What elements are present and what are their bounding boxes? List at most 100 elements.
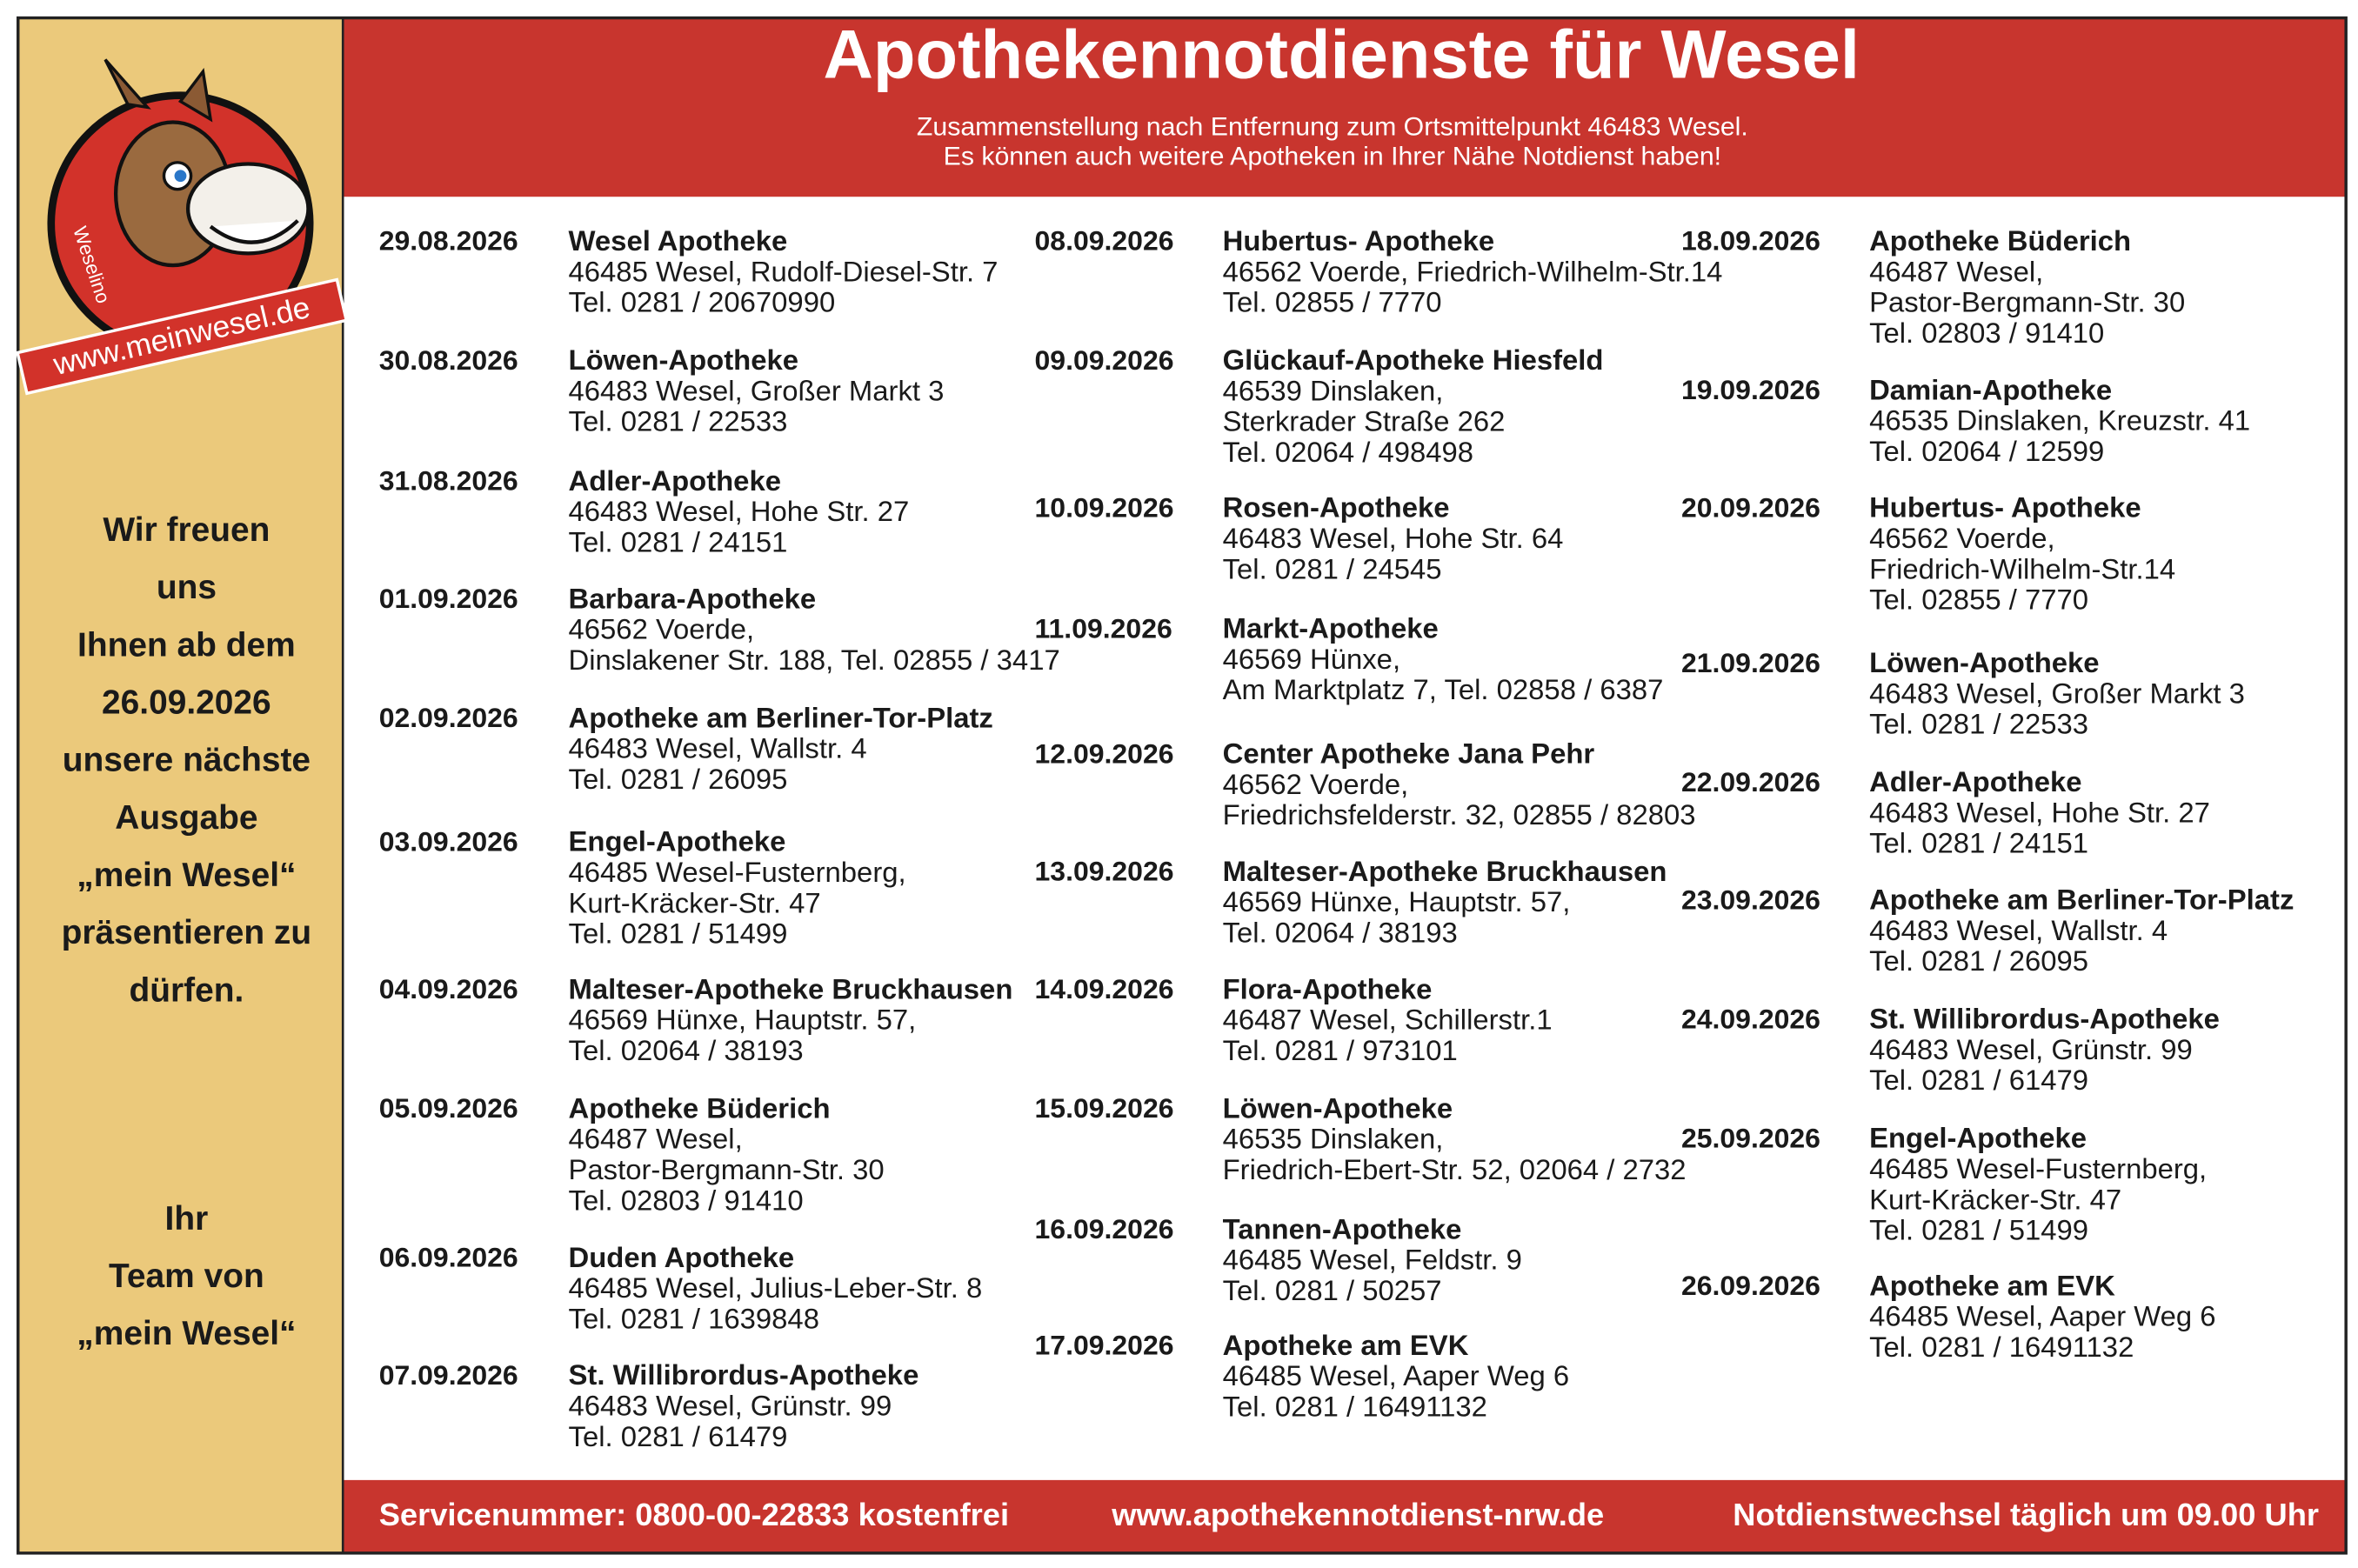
date: 19.09.2026 (1681, 374, 1820, 405)
address-line: Tel. 0281 / 50257 (1223, 1274, 1442, 1306)
address-line: Tel. 0281 / 22533 (569, 405, 788, 437)
address-line: 46487 Wesel, (569, 1123, 743, 1155)
entry: 07.09.2026 St. Willibrordus-Apotheke46483… (379, 1358, 919, 1451)
pharmacy-name: Malteser-Apotheke Bruckhausen (1223, 855, 1667, 887)
message-line: Ihnen ab dem (77, 627, 296, 664)
address-line: 46483 Wesel, Grünstr. 99 (1869, 1033, 2193, 1065)
address-line: 46483 Wesel, Wallstr. 4 (1869, 914, 2168, 946)
pharmacy-name: Barbara-Apotheke (569, 582, 817, 614)
pharmacy-name: Malteser-Apotheke Bruckhausen (569, 972, 1013, 1004)
message-line: dürfen. (129, 971, 244, 1009)
address-line: Kurt-Kräcker-Str. 47 (569, 886, 821, 918)
change-time: Notdienstwechsel täglich um 09.00 Uhr (1733, 1497, 2319, 1532)
date: 12.09.2026 (1035, 737, 1174, 769)
service-number: Servicenummer: 0800-00-22833 kostenfrei (379, 1497, 1009, 1532)
address-line: Friedrich-Ebert-Str. 52, 02064 / 2732 (1223, 1153, 1687, 1185)
signature-line: Team von (109, 1258, 264, 1295)
date: 23.09.2026 (1681, 884, 1820, 915)
date: 02.09.2026 (379, 702, 518, 733)
address-line: Sterkrader Straße 262 (1223, 405, 1506, 437)
title: Apothekennotdienste für Wesel (824, 16, 1860, 93)
entry: 13.09.2026 Malteser-Apotheke Bruckhausen4… (1035, 855, 1667, 948)
address-line: Tel. 0281 / 16491132 (1223, 1391, 1487, 1423)
date: 22.09.2026 (1681, 766, 1820, 797)
subtitle: Zusammenstellung nach Entfernung zum Ort… (917, 112, 1748, 170)
pharmacy-name: Engel-Apotheke (1869, 1122, 2087, 1154)
address-line: Tel. 0281 / 22533 (1869, 708, 2088, 740)
entry: 12.09.2026 Center Apotheke Jana Pehr46562… (1035, 737, 1696, 831)
address-line: Tel. 0281 / 61479 (1869, 1064, 2088, 1096)
message-line: Wir freuen (103, 511, 270, 549)
pharmacy-name: Löwen-Apotheke (569, 344, 798, 376)
entry: 24.09.2026 St. Willibrordus-Apotheke46483… (1681, 1003, 2220, 1096)
pharmacy-name: Adler-Apotheke (1869, 765, 2081, 797)
logo-ear (104, 58, 151, 110)
address-line: Am Marktplatz 7, Tel. 02858 / 6387 (1223, 673, 1664, 705)
address-line: Tel. 0281 / 24151 (569, 526, 788, 558)
sidebar-text: Wir freuen uns Ihnen ab dem 26.09.2026 unser… (62, 511, 311, 1352)
date: 04.09.2026 (379, 973, 518, 1004)
address-line: 46485 Wesel, Aaper Weg 6 (1869, 1300, 2215, 1332)
address-line: Tel. 02855 / 7770 (1223, 286, 1442, 318)
entry: 02.09.2026 Apotheke am Berliner-Tor-Platz… (379, 702, 993, 795)
entry: 04.09.2026 Malteser-Apotheke Bruckhausen4… (379, 972, 1013, 1065)
subtitle-line: Zusammenstellung nach Entfernung zum Ort… (917, 112, 1748, 141)
frame (17, 16, 2348, 1555)
pharmacy-name: Glückauf-Apotheke Hiesfeld (1223, 344, 1604, 376)
address-line: 46483 Wesel, Wallstr. 4 (569, 732, 867, 764)
logo-ear (177, 67, 213, 123)
address-line: 46569 Hünxe, Hauptstr. 57, (1223, 885, 1571, 917)
date: 08.09.2026 (1035, 225, 1174, 257)
date: 07.09.2026 (379, 1359, 518, 1391)
date: 06.09.2026 (379, 1242, 518, 1273)
pharmacy-name: Flora-Apotheke (1223, 972, 1433, 1004)
date: 31.08.2026 (379, 465, 518, 497)
signature-line: Ihr (165, 1200, 209, 1238)
address-line: Tel. 02064 / 498498 (1223, 436, 1473, 468)
address-line: 46487 Wesel, (1869, 255, 2043, 287)
address-line: 46569 Hünxe, (1223, 643, 1400, 675)
address-line: Tel. 0281 / 26095 (569, 763, 788, 795)
pharmacy-name: Adler-Apotheke (569, 464, 781, 497)
address-line: 46487 Wesel, Schillerstr.1 (1223, 1004, 1553, 1036)
address-line: Tel. 02064 / 12599 (1869, 435, 2104, 467)
date: 14.09.2026 (1035, 973, 1174, 1004)
footer-band (343, 1479, 2347, 1553)
date: 29.08.2026 (379, 225, 518, 257)
pharmacy-name: Duden Apotheke (569, 1241, 795, 1273)
date: 18.09.2026 (1681, 225, 1820, 257)
address-line: 46562 Voerde, Friedrich-Wilhelm-Str.14 (1223, 255, 1723, 287)
message-line: unsere nächste (63, 742, 311, 779)
address-line: 46569 Hünxe, Hauptstr. 57, (569, 1004, 917, 1036)
pharmacy-name: Markt-Apotheke (1223, 612, 1439, 644)
address-line: 46485 Wesel, Feldstr. 9 (1223, 1244, 1522, 1276)
pharmacy-name: Apotheke Büderich (569, 1092, 831, 1124)
address-line: Tel. 0281 / 16491132 (1869, 1331, 2134, 1363)
entry: 09.09.2026 Glückauf-Apotheke Hiesfeld4653… (1035, 344, 1604, 468)
address-line: 46562 Voerde, (1223, 768, 1409, 800)
date: 25.09.2026 (1681, 1123, 1820, 1154)
pharmacy-name: Apotheke Büderich (1869, 224, 2131, 257)
date: 30.08.2026 (379, 344, 518, 376)
date: 13.09.2026 (1035, 856, 1174, 887)
address-line: Tel. 02803 / 91410 (569, 1184, 804, 1216)
date: 17.09.2026 (1035, 1330, 1174, 1361)
address-line: 46485 Wesel-Fusternberg, (1869, 1152, 2207, 1184)
pharmacy-name: Apotheke am EVK (1869, 1270, 2115, 1302)
address-line: 46562 Voerde, (1869, 522, 2055, 554)
address-line: 46483 Wesel, Hohe Str. 27 (1869, 797, 2210, 829)
address-line: Tel. 0281 / 1639848 (569, 1303, 819, 1335)
